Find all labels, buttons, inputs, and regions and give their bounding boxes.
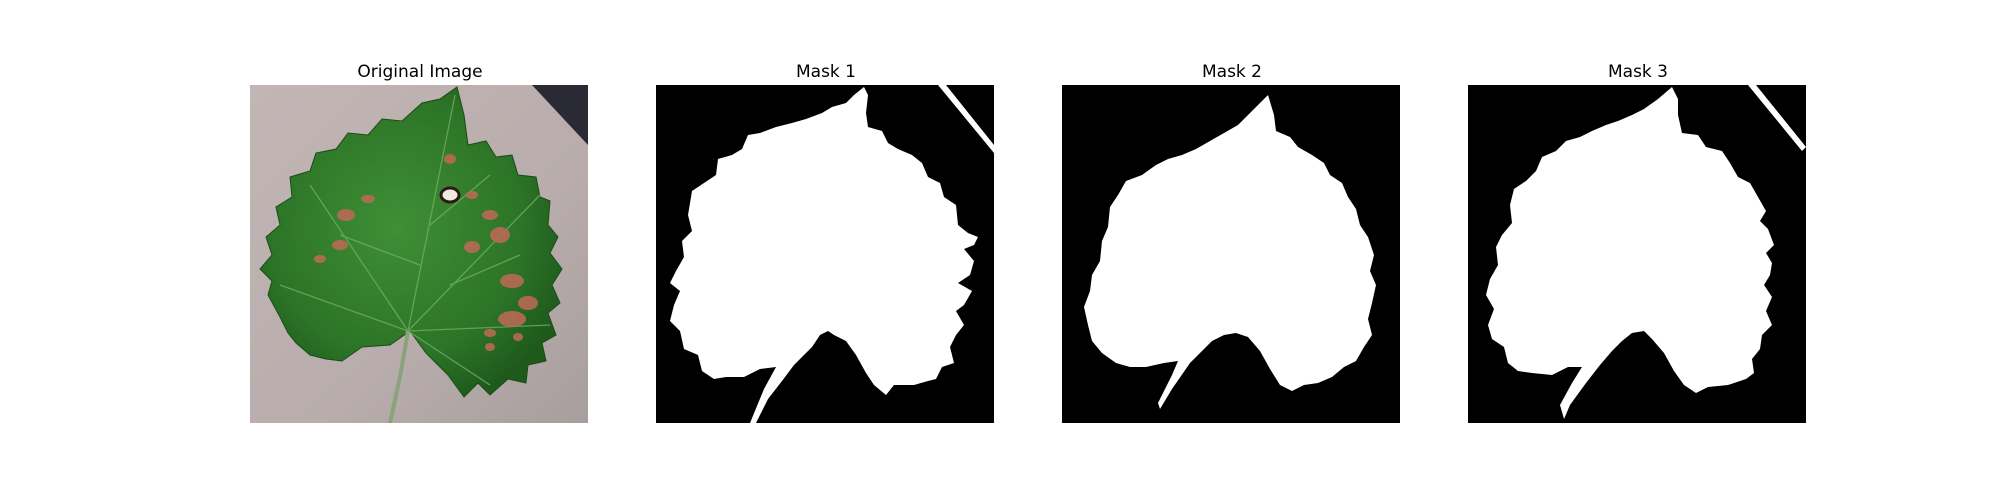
mask-corner-streak — [938, 85, 994, 153]
mask-2-image — [1062, 85, 1400, 423]
panel-title: Mask 3 — [1607, 62, 1668, 82]
panel-title: Original Image — [357, 62, 483, 82]
mask-leaf-region — [1486, 87, 1774, 419]
leaf-lesions — [314, 154, 538, 351]
leaf-shape — [259, 86, 563, 398]
panel-title: Mask 1 — [795, 62, 856, 82]
dark-corner-shadow — [532, 85, 588, 145]
panel-mask-3: Mask 3 — [1468, 61, 1808, 423]
leaf-stem — [388, 330, 410, 423]
panel-mask-2: Mask 2 — [1062, 61, 1402, 423]
panel-mask-1: Mask 1 — [656, 61, 996, 423]
original-leaf-photo — [250, 85, 588, 423]
mask-1-image — [656, 85, 994, 423]
mask-leaf-region — [670, 87, 978, 423]
mask-corner-streak — [1748, 85, 1806, 151]
leaf-hole — [439, 186, 461, 204]
leaf-veins — [279, 94, 551, 386]
mask-leaf-region — [1084, 95, 1376, 409]
panel-original-image: Original Image — [250, 61, 590, 423]
panel-title: Mask 2 — [1201, 62, 1262, 82]
mask-3-image — [1468, 85, 1806, 423]
